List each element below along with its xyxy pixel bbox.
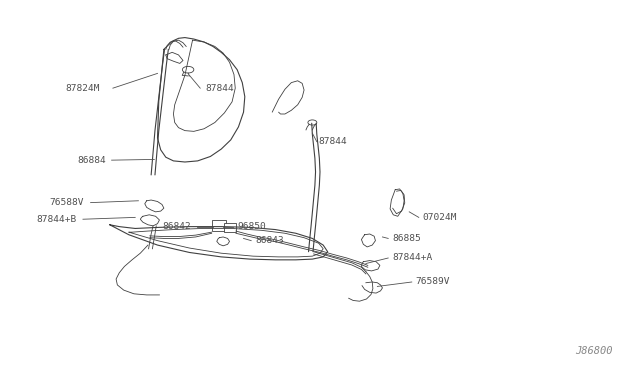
Text: 87844+A: 87844+A <box>392 253 432 263</box>
Text: 86842: 86842 <box>163 222 191 231</box>
Text: 86885: 86885 <box>392 234 420 243</box>
Text: 96850: 96850 <box>237 222 266 231</box>
Text: 87844+B: 87844+B <box>36 215 77 224</box>
Text: 07024M: 07024M <box>422 213 456 222</box>
Text: 87844: 87844 <box>205 84 234 93</box>
Text: 76589V: 76589V <box>415 278 450 286</box>
Text: J86800: J86800 <box>575 346 613 356</box>
Text: 87824M: 87824M <box>66 84 100 93</box>
Bar <box>212 220 226 231</box>
Text: 86884: 86884 <box>78 155 106 165</box>
Text: 87844: 87844 <box>319 137 348 146</box>
Text: 86843: 86843 <box>255 236 284 245</box>
Bar <box>225 223 236 232</box>
Text: 76588V: 76588V <box>50 198 84 207</box>
